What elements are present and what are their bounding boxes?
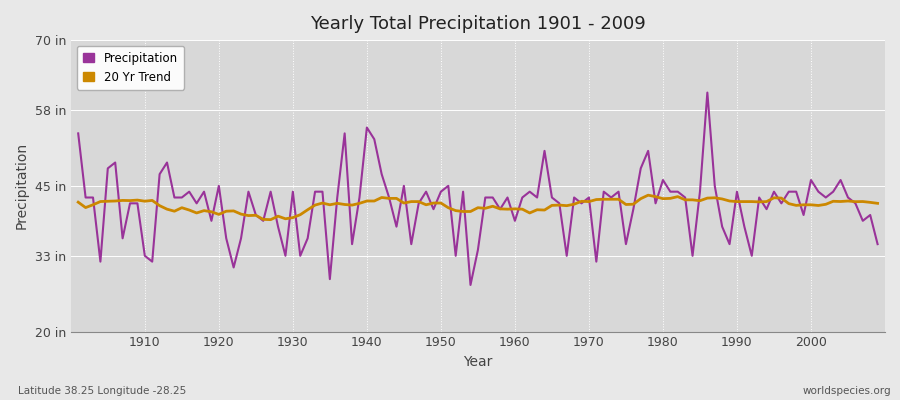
Text: worldspecies.org: worldspecies.org [803,386,891,396]
Text: Latitude 38.25 Longitude -28.25: Latitude 38.25 Longitude -28.25 [18,386,186,396]
Legend: Precipitation, 20 Yr Trend: Precipitation, 20 Yr Trend [76,46,184,90]
Y-axis label: Precipitation: Precipitation [15,142,29,230]
Title: Yearly Total Precipitation 1901 - 2009: Yearly Total Precipitation 1901 - 2009 [310,15,646,33]
X-axis label: Year: Year [464,355,492,369]
